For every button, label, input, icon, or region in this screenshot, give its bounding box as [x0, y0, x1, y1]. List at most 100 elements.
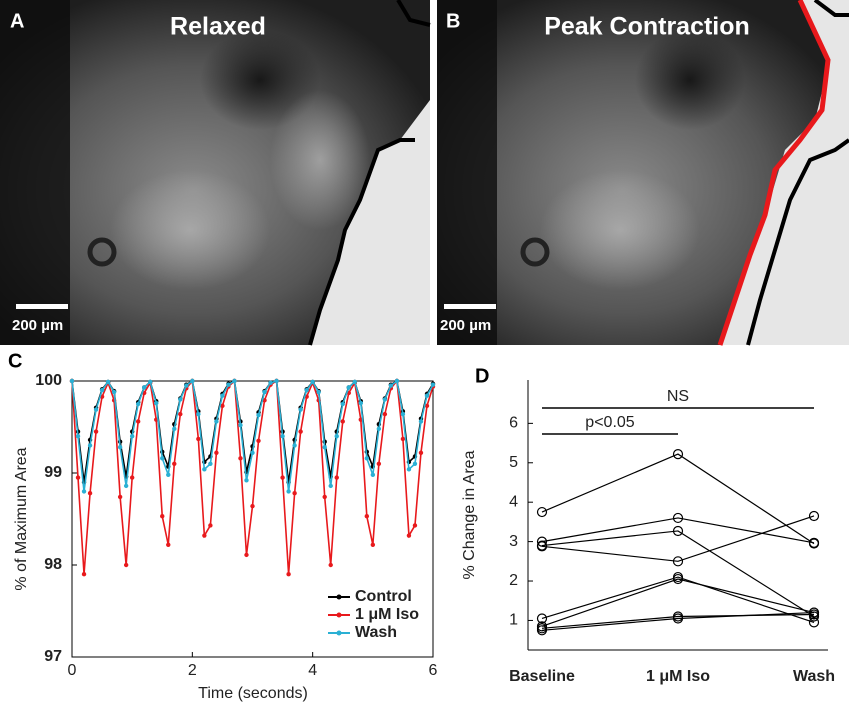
- data-point: [196, 411, 201, 417]
- data-point: [536, 506, 548, 518]
- y-tick-label: 97: [44, 648, 62, 665]
- data-point: [382, 411, 388, 417]
- data-point: [322, 445, 327, 450]
- data-point: [388, 383, 394, 388]
- data-point: [244, 478, 249, 483]
- data-point: [196, 436, 201, 442]
- data-point: [808, 537, 820, 548]
- panel-label: C: [8, 350, 22, 372]
- data-point: [286, 489, 291, 494]
- series-line: [541, 530, 815, 618]
- data-point: [424, 403, 430, 409]
- data-point: [202, 467, 207, 472]
- data-point: [202, 533, 207, 538]
- data-point: [135, 401, 141, 407]
- significance-label: p<0.05: [585, 414, 634, 431]
- data-point: [424, 393, 430, 398]
- series-line: [541, 517, 815, 544]
- y-tick-label: 99: [44, 464, 62, 481]
- data-point: [123, 562, 129, 568]
- x-axis-label: Time (seconds): [198, 685, 308, 702]
- data-point: [81, 572, 87, 577]
- data-point: [382, 397, 388, 402]
- legend-marker: [336, 612, 342, 618]
- legend-label: Control: [355, 588, 412, 605]
- data-point: [376, 426, 382, 432]
- data-point: [214, 450, 219, 455]
- y-tick-label: 2: [509, 572, 518, 589]
- data-point: [328, 562, 333, 568]
- x-tick-label: Baseline: [509, 668, 575, 685]
- data-point: [328, 483, 333, 489]
- data-point: [274, 378, 279, 384]
- data-point: [322, 494, 327, 500]
- data-point: [358, 400, 363, 406]
- data-point: [536, 536, 548, 547]
- data-point: [412, 461, 418, 466]
- data-point: [232, 378, 237, 384]
- panel-label: A: [10, 10, 24, 32]
- data-point: [406, 467, 412, 472]
- data-point: [298, 407, 303, 412]
- image-a: [0, 0, 431, 346]
- data-point: [208, 461, 213, 466]
- data-point: [81, 489, 87, 494]
- data-point: [346, 385, 351, 390]
- legend-marker: [336, 630, 342, 636]
- data-point: [808, 510, 820, 522]
- y-tick-label: 1: [509, 612, 518, 629]
- data-point: [672, 525, 684, 537]
- scale-bar-label: 200 µm: [440, 317, 491, 334]
- panel-label: B: [446, 10, 460, 32]
- data-point: [672, 449, 684, 460]
- data-point: [400, 436, 406, 442]
- data-point: [316, 389, 321, 395]
- data-point: [244, 552, 249, 558]
- data-point: [93, 429, 99, 434]
- scale-bar-label: 200 µm: [12, 317, 63, 334]
- data-point: [178, 397, 183, 402]
- series-line: [541, 453, 815, 545]
- data-point: [672, 573, 684, 585]
- x-tick-label: 4: [308, 662, 317, 679]
- data-point: [166, 472, 171, 478]
- data-point: [808, 617, 820, 628]
- x-tick-label: 1 μM Iso: [646, 668, 710, 685]
- data-point: [256, 412, 261, 418]
- data-point: [364, 514, 370, 519]
- legend-marker: [336, 594, 342, 600]
- data-point: [87, 491, 93, 496]
- series-line: [541, 611, 815, 631]
- data-point: [166, 542, 171, 547]
- data-point: [129, 475, 135, 480]
- legend-label: Wash: [355, 624, 397, 641]
- y-tick-label: 6: [509, 415, 518, 432]
- data-point: [412, 523, 418, 528]
- data-point: [75, 434, 81, 439]
- y-axis-label: % Change in Area: [461, 450, 478, 579]
- data-point: [310, 379, 315, 385]
- data-point: [430, 382, 436, 387]
- data-point: [178, 411, 183, 417]
- data-point: [105, 379, 111, 385]
- data-point: [190, 378, 195, 384]
- data-point: [672, 556, 684, 567]
- data-point: [250, 450, 255, 455]
- data-point: [129, 434, 135, 439]
- data-point: [292, 443, 297, 448]
- data-point: [172, 426, 177, 432]
- y-tick-label: 4: [509, 493, 518, 510]
- data-point: [672, 613, 684, 624]
- image-title: Peak Contraction: [544, 13, 750, 41]
- data-point: [536, 613, 548, 624]
- data-point: [220, 393, 225, 398]
- y-tick-label: 5: [509, 454, 518, 471]
- data-point: [298, 429, 303, 434]
- plot-frame: [71, 380, 434, 658]
- data-point: [418, 450, 424, 455]
- data-point: [250, 503, 255, 509]
- x-tick-label: Wash: [793, 668, 835, 685]
- x-tick-label: 6: [429, 662, 438, 679]
- series-line: [541, 613, 815, 629]
